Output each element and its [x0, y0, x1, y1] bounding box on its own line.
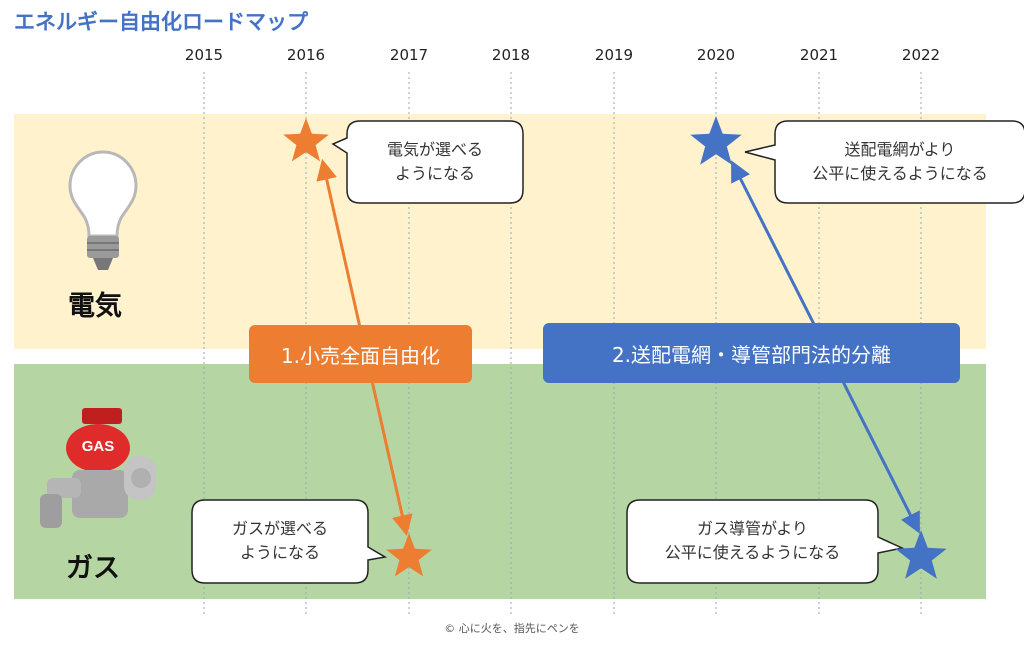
year-label-2021: 2021: [799, 46, 839, 64]
callout-elec-2020-text: 送配電網がより 公平に使えるようになる: [775, 138, 1024, 186]
callout-gas-2022: [626, 499, 905, 584]
callout-elec-2020-line2: 公平に使えるようになる: [812, 164, 988, 183]
gas-label: ガス: [66, 553, 120, 584]
callout-elec-2016-line2: ようになる: [394, 164, 475, 183]
electricity-label: 電気: [68, 291, 122, 322]
year-label-2020: 2020: [696, 46, 736, 64]
star-gas-2017: [386, 533, 432, 577]
page-title: エネルギー自由化ロードマップ: [14, 10, 308, 34]
callout-elec-2020: [744, 120, 1024, 204]
callout-elec-2016-text: 電気が選べる ようになる: [347, 138, 523, 186]
copyright-text: © 心に火を、指先にペンを: [444, 622, 580, 635]
year-label-2017: 2017: [389, 46, 429, 64]
callout-gas-2017: [191, 499, 388, 584]
year-label-2016: 2016: [286, 46, 326, 64]
year-label-2019: 2019: [594, 46, 634, 64]
callout-gas-2017-line1: ガスが選べる: [231, 519, 328, 538]
gas-icon-text: GAS: [81, 438, 115, 455]
callout-gas-2022-line1: ガス導管がより: [697, 519, 808, 538]
unbundling-label: 2.送配電網・導管部門法的分離: [543, 323, 960, 383]
star-gas-2022: [895, 530, 947, 579]
callout-elec-2016-line1: 電気が選べる: [386, 140, 483, 159]
star-elec-2020: [690, 116, 742, 165]
year-label-2015: 2015: [184, 46, 224, 64]
callout-gas-2022-line2: 公平に使えるようになる: [664, 543, 841, 562]
callout-elec-2020-line1: 送配電網がより: [844, 140, 956, 159]
gas-valve-icon: [40, 408, 156, 528]
callout-gas-2017-line2: ようになる: [239, 543, 320, 562]
year-label-2022: 2022: [901, 46, 941, 64]
callout-gas-2017-text: ガスが選べる ようになる: [192, 517, 368, 565]
year-label-2018: 2018: [491, 46, 531, 64]
callout-gas-2022-text: ガス導管がより 公平に使えるようになる: [627, 517, 878, 565]
star-elec-2016: [283, 118, 329, 162]
light-bulb-icon: [68, 150, 138, 270]
callout-elec-2016: [331, 120, 524, 204]
retail-liberalization-label: 1.小売全面自由化: [249, 325, 472, 383]
